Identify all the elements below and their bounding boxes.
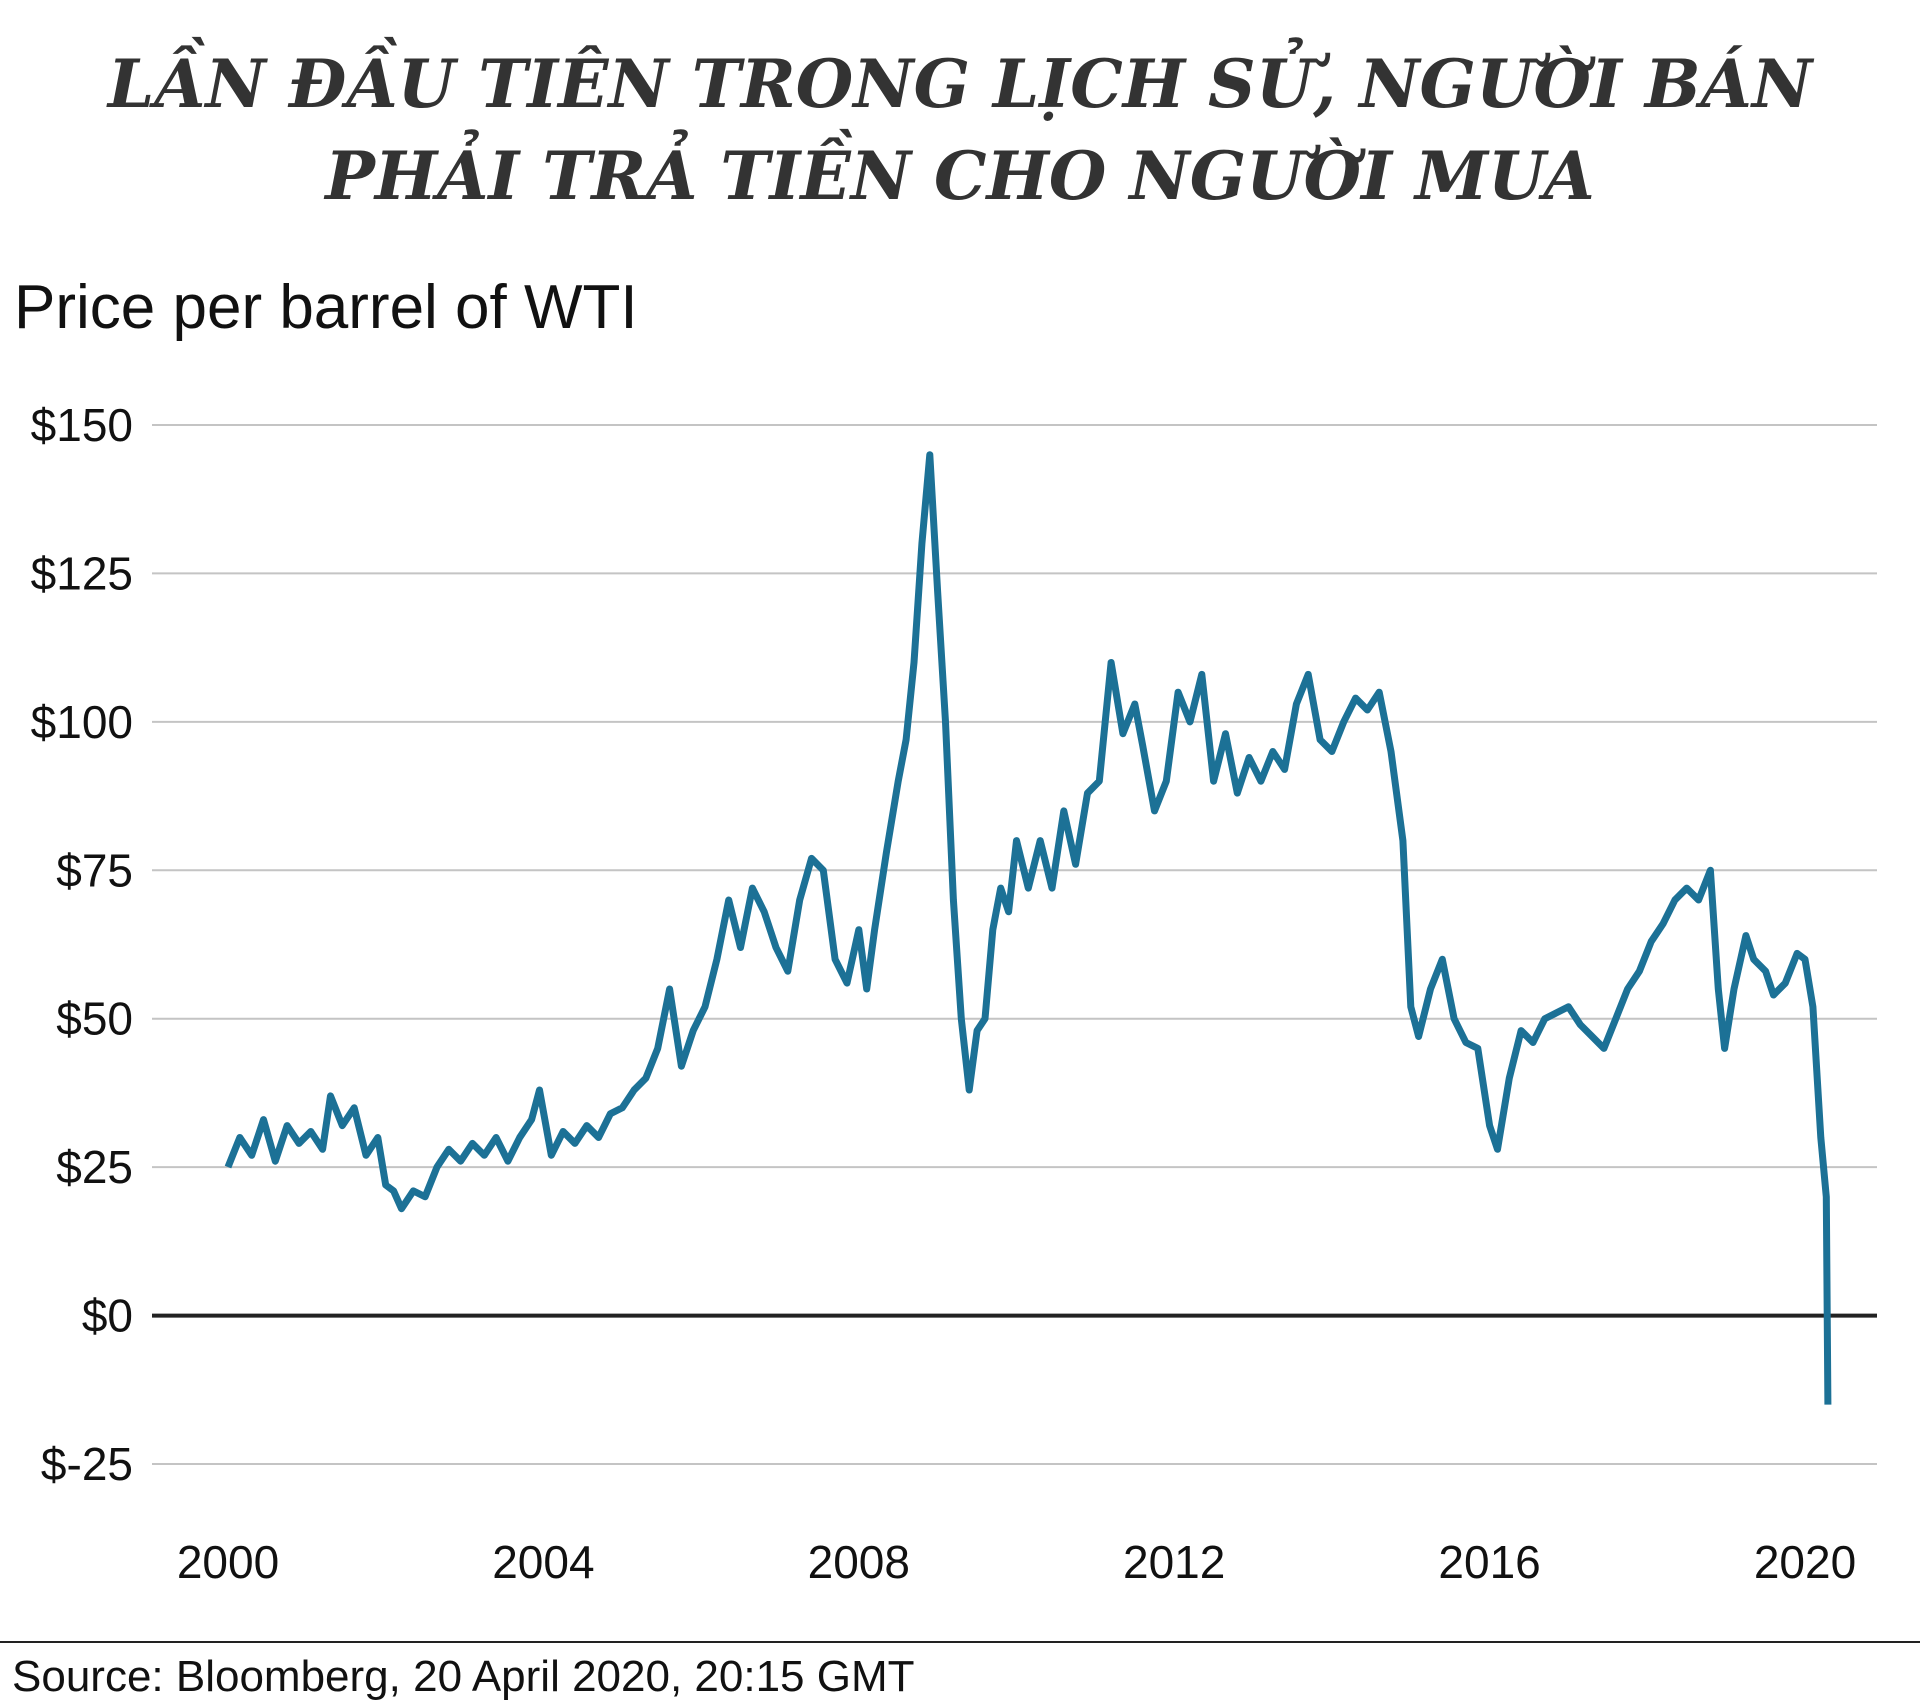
y-tick-label: $0: [82, 1290, 133, 1342]
source-divider: [0, 1641, 1920, 1643]
source-note: Source: Bloomberg, 20 April 2020, 20:15 …: [12, 1652, 915, 1701]
x-tick-label: 2004: [492, 1536, 594, 1588]
y-axis-label: Price per barrel of WTI: [14, 273, 638, 342]
x-tick-label: 2016: [1438, 1536, 1540, 1588]
series-lines: [224, 451, 1832, 1405]
y-tick-label: $50: [56, 993, 133, 1045]
x-tick-label: 2000: [177, 1536, 279, 1588]
y-tick-label: $150: [31, 399, 133, 451]
title-line-2: PHẢI TRẢ TIỀN CHO NGƯỜI MUA: [325, 137, 1595, 215]
x-tick-label: 2012: [1123, 1536, 1225, 1588]
title-line-1: LẦN ĐẦU TIÊN TRONG LỊCH SỬ, NGƯỜI BÁN: [107, 45, 1813, 123]
gridlines: [152, 424, 1877, 1465]
y-tick-labels: $150 $125 $100 $75 $50 $25 $0 $-25: [31, 399, 133, 1490]
y-tick-label: $100: [31, 696, 133, 748]
x-tick-label: 2008: [808, 1536, 910, 1588]
chart-title: LẦN ĐẦU TIÊN TRONG LỊCH SỬ, NGƯỜI BÁN PH…: [0, 38, 1920, 222]
line-chart: $150 $125 $100 $75 $50 $25 $0 $-25 2000 2004 2008…: [31, 399, 1877, 1588]
y-tick-label: $75: [56, 844, 133, 896]
y-tick-label: $25: [56, 1141, 133, 1193]
x-tick-labels: 2000 2004 2008 2012 2016 2020: [177, 1536, 1856, 1588]
y-tick-label: $-25: [41, 1438, 133, 1490]
y-tick-label: $125: [31, 547, 133, 599]
wti-price-line: [224, 451, 1832, 1405]
x-tick-label: 2020: [1754, 1536, 1856, 1588]
